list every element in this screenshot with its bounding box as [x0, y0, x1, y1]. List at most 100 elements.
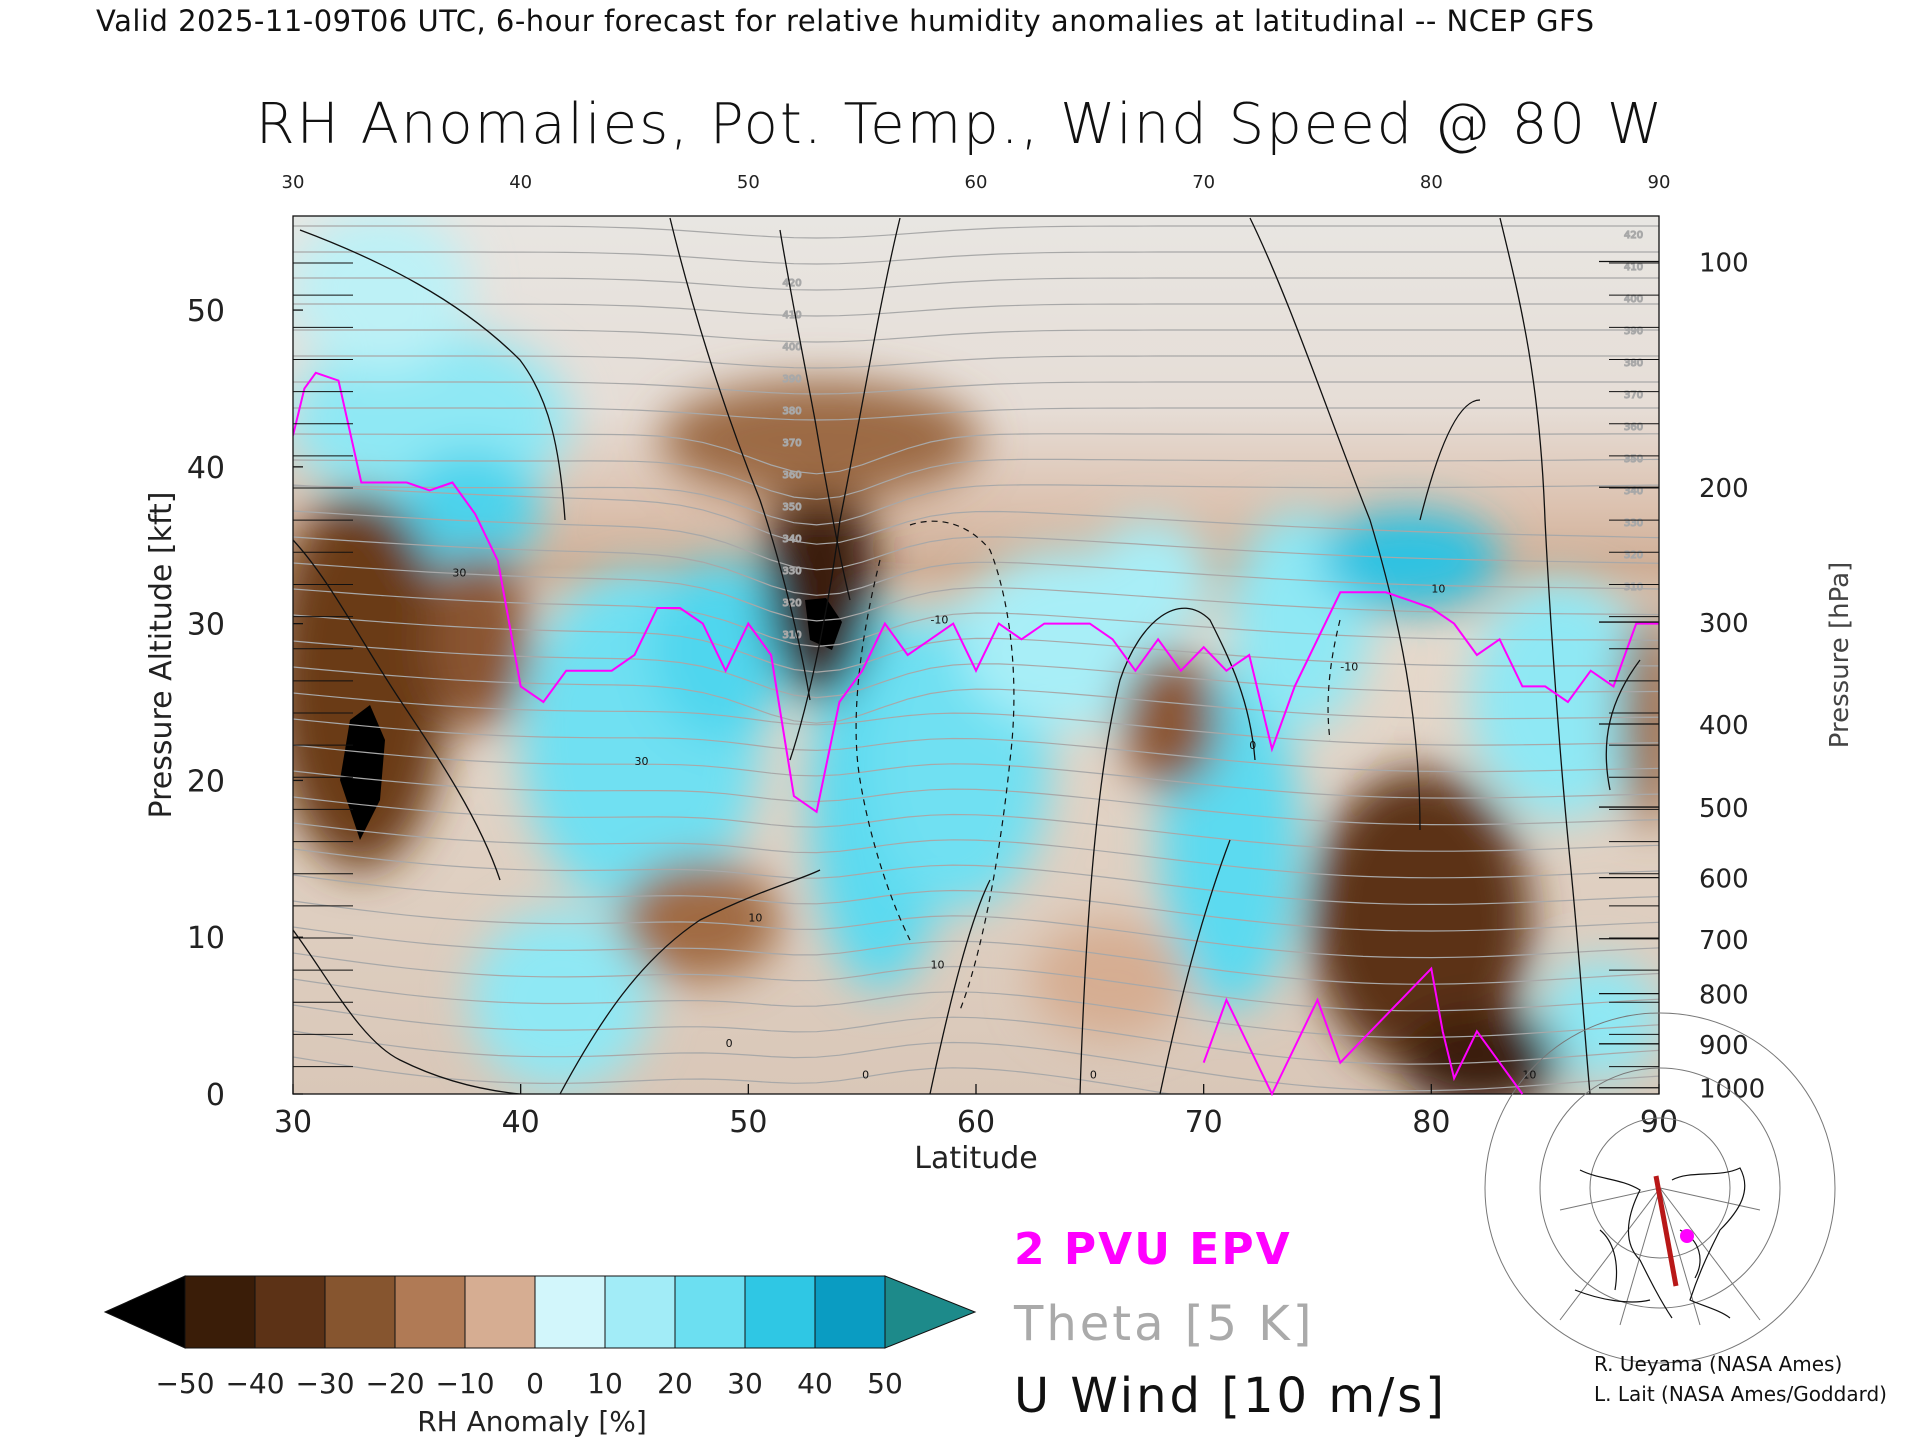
legend-theta: Theta [5 K] — [1014, 1296, 1315, 1352]
colorbar-swatch — [604, 1275, 676, 1349]
u-wind-contour-label: 0 — [1090, 1068, 1097, 1081]
y-tick-label: 10 — [187, 921, 225, 956]
x-axis-top: 30 40 50 60 70 80 90 — [282, 172, 1671, 193]
x-top-tick-label: 90 — [1648, 172, 1671, 193]
colorbar-tick-label: −50 — [155, 1367, 214, 1400]
u-wind-contour-label: 30 — [635, 755, 649, 768]
colorbar-swatch — [744, 1275, 816, 1349]
theta-contour-label: 360 — [1624, 422, 1643, 433]
theta-contour-label: 380 — [782, 406, 801, 417]
theta-contour-label: 400 — [782, 342, 801, 353]
theta-contour-label: 410 — [1624, 262, 1643, 273]
theta-contour-label: 420 — [1624, 230, 1643, 241]
x-top-tick-label: 70 — [1192, 172, 1215, 193]
valid-time-header: Valid 2025-11-09T06 UTC, 6-hour forecast… — [96, 4, 1595, 38]
theta-contour-line — [293, 926, 1659, 985]
x-tick-label: 50 — [729, 1105, 767, 1140]
x-tick-label: 90 — [1640, 1105, 1678, 1140]
x-tick-label: 30 — [274, 1105, 312, 1140]
theta-contour-line — [293, 433, 1659, 475]
colorbar-swatch — [814, 1275, 886, 1349]
epv-lowlevel-line — [1202, 966, 1524, 1097]
y-tick-label: 20 — [187, 764, 225, 799]
colorbar-swatch — [394, 1275, 466, 1349]
theta-contour-line — [293, 952, 1659, 1012]
y-axis-right: 100 200 300 400 500 600 700 800 900 1000 — [1599, 248, 1765, 1105]
u-wind-contour-label: 10 — [1522, 1068, 1536, 1081]
u-wind-contour-label: 10 — [748, 912, 762, 925]
y-tick-label: 40 — [187, 451, 225, 486]
theta-contour-label: 350 — [782, 502, 801, 513]
x-top-tick-label: 80 — [1420, 172, 1443, 193]
x-top-tick-label: 60 — [965, 172, 988, 193]
pressure-tick-label: 500 — [1699, 794, 1749, 824]
x-tick-label: 70 — [1185, 1105, 1223, 1140]
theta-contour-line — [293, 407, 1659, 421]
colorbar-swatch — [184, 1275, 256, 1349]
colorbar-tick-label: 50 — [867, 1367, 903, 1400]
theta-contour-line — [293, 874, 1659, 932]
theta-contour-label: 330 — [782, 566, 801, 577]
theta-contour-line — [293, 848, 1659, 906]
colorbar-tick-label: 0 — [526, 1367, 544, 1400]
legend-epv: 2 PVU EPV — [1014, 1224, 1292, 1275]
inset-map — [1484, 1012, 1836, 1364]
u-wind-contour-label: 30 — [452, 567, 466, 580]
theta-contour-line — [293, 536, 1659, 596]
theta-contour-label: 320 — [782, 598, 801, 609]
u-wind-contour-label: 0 — [726, 1037, 733, 1050]
theta-contour-line — [293, 251, 1659, 265]
theta-contour-line — [293, 796, 1659, 852]
u-wind-contour-label: 0 — [862, 1068, 869, 1081]
y-tick-label: 0 — [206, 1078, 225, 1113]
pressure-tick-label: 800 — [1699, 981, 1749, 1011]
theta-contour-line — [293, 355, 1659, 369]
theta-contour-label: 310 — [1624, 582, 1643, 593]
pressure-tick-label: 1000 — [1699, 1075, 1765, 1105]
series-epv-line — [293, 371, 1659, 814]
colorbar-swatch — [324, 1275, 396, 1349]
colorbar-tick-label: 20 — [657, 1367, 693, 1400]
theta-contour-line — [293, 640, 1659, 699]
x-top-tick-label: 30 — [282, 172, 305, 193]
theta-contour-label: 390 — [782, 374, 801, 385]
theta-contour-line — [293, 458, 1659, 500]
y-tick-label: 50 — [187, 294, 225, 329]
colorbar-label: RH Anomaly [%] — [417, 1405, 647, 1438]
u-wind-contour-label: -10 — [930, 614, 948, 627]
theta-contour-line — [293, 1004, 1659, 1065]
colorbar-swatch — [464, 1275, 536, 1349]
theta-contour-label: 320 — [1624, 550, 1643, 561]
theta-contours: 420 420 410 410 400 400 390 390 380 380 370 370 360 3… — [293, 225, 1659, 1094]
theta-contour-line — [293, 484, 1659, 526]
colorbar: −50 −40 −30 −20 −10 0 10 20 30 40 50 — [103, 1275, 977, 1400]
inset-marker — [1680, 1229, 1694, 1243]
colorbar-swatch — [674, 1275, 746, 1349]
colorbar-tick-label: −20 — [365, 1367, 424, 1400]
x-tick-label: 60 — [957, 1105, 995, 1140]
y-axis-right-label: Pressure [hPa] — [1825, 562, 1855, 749]
colorbar-above-arrow — [884, 1275, 977, 1349]
theta-contour-label: 410 — [782, 310, 801, 321]
x-axis-bottom: 30 40 50 60 70 80 90 — [274, 1084, 1678, 1140]
x-tick-label: 80 — [1412, 1105, 1450, 1140]
colorbar-swatch — [254, 1275, 326, 1349]
colorbar-below-arrow — [103, 1275, 186, 1349]
theta-contour-line — [293, 1056, 1174, 1094]
theta-contour-line — [293, 718, 1659, 773]
theta-contour-label: 360 — [782, 470, 801, 481]
theta-contour-line — [293, 277, 1659, 291]
inset-track-line — [1653, 1175, 1679, 1287]
theta-contour-line — [293, 822, 1659, 879]
legend-u-wind: U Wind [10 m/s] — [1014, 1368, 1448, 1424]
credit-line-2: L. Lait (NASA Ames/Goddard) — [1594, 1382, 1887, 1406]
y-tick-label: 30 — [187, 608, 225, 643]
u-wind-negative-contours — [855, 520, 1341, 1011]
colorbar-tick-label: −30 — [295, 1367, 354, 1400]
u-wind-contour-label: 0 — [1249, 739, 1256, 752]
theta-contour-line — [293, 978, 1659, 1038]
y-axis-left-label: Pressure Altitude [kft] — [144, 492, 179, 819]
pressure-tick-label: 900 — [1699, 1031, 1749, 1061]
theta-contour-line — [293, 770, 1659, 826]
